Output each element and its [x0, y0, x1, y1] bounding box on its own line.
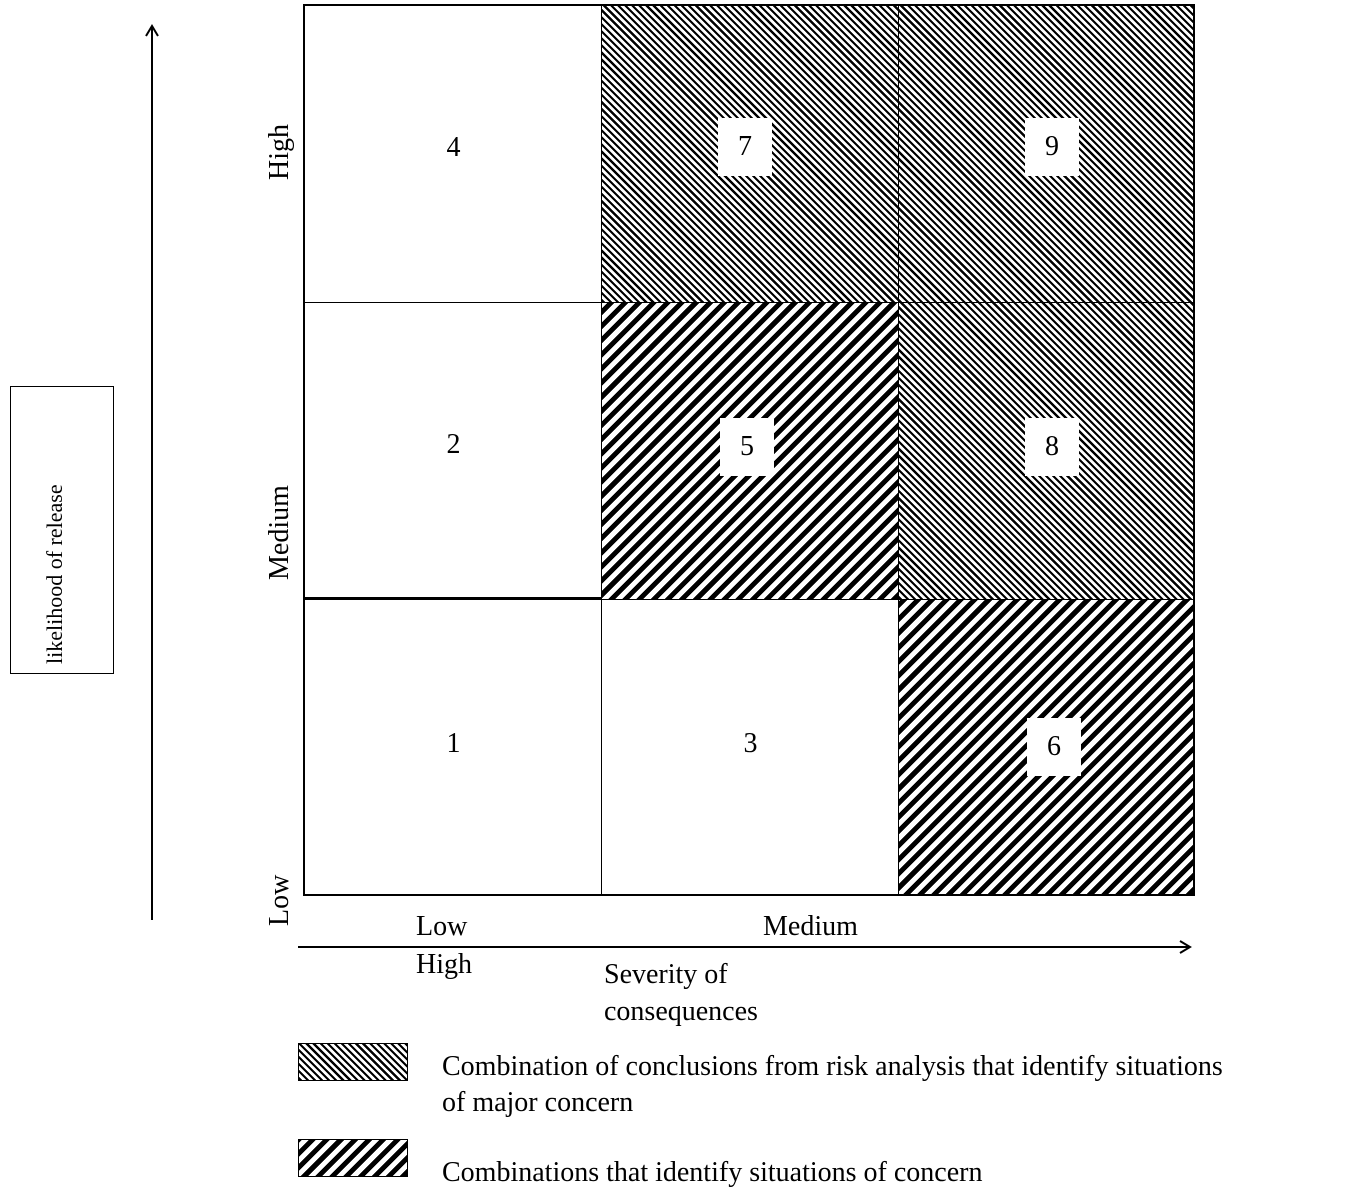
cell-number: 8 — [1025, 418, 1079, 476]
y-axis-title: likelihood of release — [42, 484, 67, 664]
cell-2: 2 — [305, 303, 602, 600]
x-axis-title-line2: consequences — [604, 996, 758, 1027]
legend-text-major-concern-line2: of major concern — [442, 1087, 634, 1118]
x-level-high: High — [416, 949, 472, 980]
cell-8: 8 — [899, 303, 1193, 600]
x-level-low: Low — [416, 911, 468, 942]
legend-text-concern: Combinations that identify situations of… — [442, 1157, 983, 1188]
y-axis-arrow — [145, 24, 159, 920]
cell-4: 4 — [305, 6, 602, 303]
legend-text-major-concern-line1: Combination of conclusions from risk ana… — [442, 1051, 1223, 1082]
cell-number: 2 — [446, 429, 461, 460]
x-level-medium: Medium — [763, 911, 858, 942]
cell-1: 1 — [305, 600, 602, 894]
cell-number: 6 — [1027, 718, 1081, 776]
cell-9: 9 — [899, 6, 1193, 303]
cell-number: 5 — [720, 418, 774, 476]
cell-3: 3 — [602, 600, 899, 894]
x-axis-arrow — [298, 940, 1192, 954]
cell-7: 7 — [602, 6, 899, 303]
cell-6: 6 — [899, 600, 1193, 894]
cell-number: 3 — [743, 728, 758, 759]
cell-number: 4 — [446, 132, 461, 163]
cell-number: 9 — [1025, 118, 1079, 176]
y-axis-title-box — [10, 386, 114, 674]
legend-swatch-concern — [298, 1139, 408, 1177]
y-level-high: High — [264, 124, 295, 180]
cell-5: 5 — [602, 303, 899, 600]
x-axis-title-line1: Severity of — [604, 959, 728, 990]
y-level-low: Low — [264, 874, 295, 926]
legend-swatch-major-concern — [298, 1043, 408, 1081]
cell-number: 1 — [446, 728, 461, 759]
cell-number: 7 — [718, 118, 772, 176]
y-level-medium: Medium — [264, 485, 295, 580]
risk-matrix: 4 7 9 2 5 8 1 3 6 — [303, 4, 1195, 896]
